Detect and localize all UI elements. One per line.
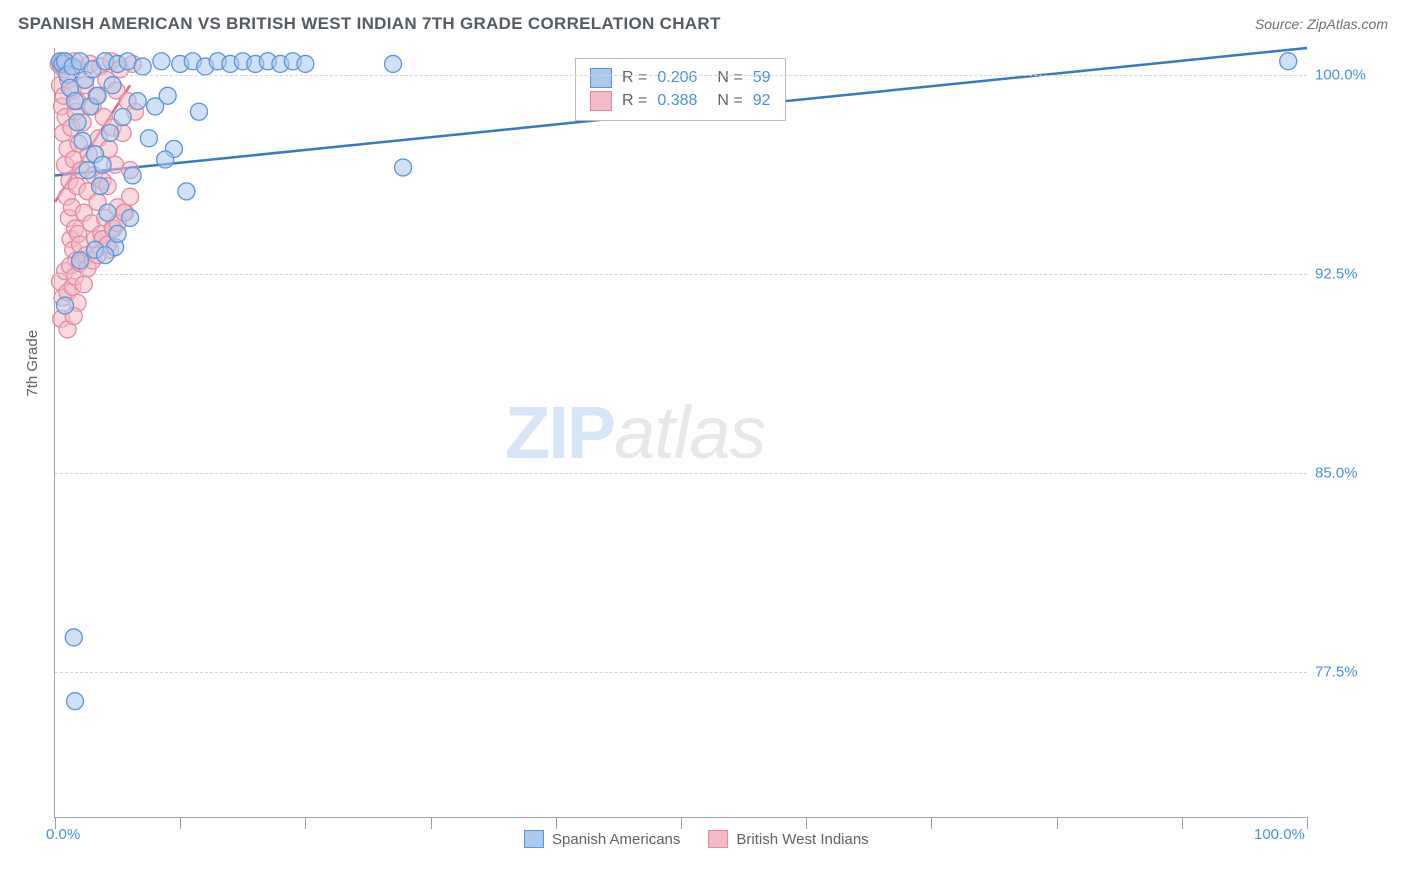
r-value-0: 0.206 bbox=[657, 69, 697, 87]
x-tick bbox=[180, 817, 181, 829]
scatter-point bbox=[159, 87, 176, 104]
chart-title: SPANISH AMERICAN VS BRITISH WEST INDIAN … bbox=[18, 14, 721, 34]
scatter-point bbox=[74, 132, 91, 149]
legend-swatch-1 bbox=[590, 91, 612, 111]
legend-swatch-bottom-1 bbox=[708, 830, 728, 848]
scatter-point bbox=[104, 77, 121, 94]
x-tick bbox=[931, 817, 932, 829]
scatter-point bbox=[122, 188, 139, 205]
scatter-point bbox=[297, 55, 314, 72]
scatter-point bbox=[178, 183, 195, 200]
legend-item-1: British West Indians bbox=[708, 830, 868, 848]
x-tick-label: 100.0% bbox=[1254, 826, 1305, 843]
gridline-h bbox=[55, 672, 1307, 673]
scatter-point bbox=[1280, 53, 1297, 70]
y-tick-label: 92.5% bbox=[1315, 265, 1358, 282]
scatter-point bbox=[385, 55, 402, 72]
scatter-point bbox=[65, 629, 82, 646]
correlation-row-1: R = 0.388 N = 92 bbox=[590, 91, 771, 111]
y-tick-label: 100.0% bbox=[1315, 66, 1366, 83]
n-label: N = bbox=[717, 69, 742, 87]
plot-wrapper: ZIPatlas R = 0.206 N = 59 R = 0.388 N = … bbox=[54, 48, 1384, 818]
series-legend: Spanish Americans British West Indians bbox=[524, 830, 869, 848]
x-tick bbox=[681, 817, 682, 829]
chart-header: SPANISH AMERICAN VS BRITISH WEST INDIAN … bbox=[18, 14, 1388, 34]
scatter-point bbox=[190, 103, 207, 120]
x-tick bbox=[1182, 817, 1183, 829]
legend-label-0: Spanish Americans bbox=[552, 831, 680, 848]
gridline-h bbox=[55, 473, 1307, 474]
y-tick-label: 77.5% bbox=[1315, 663, 1358, 680]
gridline-h bbox=[55, 274, 1307, 275]
scatter-point bbox=[72, 252, 89, 269]
scatter-point bbox=[75, 276, 92, 293]
n-value-1: 92 bbox=[753, 92, 771, 110]
n-value-0: 59 bbox=[753, 69, 771, 87]
correlation-row-0: R = 0.206 N = 59 bbox=[590, 68, 771, 88]
scatter-point bbox=[124, 167, 141, 184]
scatter-point bbox=[129, 93, 146, 110]
scatter-point bbox=[94, 156, 111, 173]
scatter-point bbox=[92, 178, 109, 195]
scatter-point bbox=[395, 159, 412, 176]
scatter-point bbox=[134, 58, 151, 75]
x-tick-label: 0.0% bbox=[46, 826, 80, 843]
scatter-point bbox=[67, 693, 84, 710]
scatter-point bbox=[157, 151, 174, 168]
chart-svg bbox=[55, 48, 1307, 818]
scatter-point bbox=[97, 247, 114, 264]
x-tick bbox=[1057, 817, 1058, 829]
scatter-point bbox=[109, 225, 126, 242]
r-label: R = bbox=[622, 69, 647, 87]
x-tick bbox=[556, 817, 557, 829]
scatter-point bbox=[122, 209, 139, 226]
legend-label-1: British West Indians bbox=[736, 831, 868, 848]
plot-area: ZIPatlas R = 0.206 N = 59 R = 0.388 N = … bbox=[54, 48, 1306, 818]
x-tick bbox=[431, 817, 432, 829]
scatter-point bbox=[153, 53, 170, 70]
x-tick bbox=[305, 817, 306, 829]
scatter-point bbox=[102, 124, 119, 141]
r-value-1: 0.388 bbox=[657, 92, 697, 110]
x-tick bbox=[1307, 817, 1308, 829]
gridline-h bbox=[55, 75, 1307, 76]
y-axis-title: 7th Grade bbox=[24, 330, 41, 397]
scatter-point bbox=[69, 114, 86, 131]
n-label: N = bbox=[717, 92, 742, 110]
scatter-point bbox=[57, 297, 74, 314]
correlation-legend: R = 0.206 N = 59 R = 0.388 N = 92 bbox=[575, 58, 786, 121]
y-tick-label: 85.0% bbox=[1315, 464, 1358, 481]
r-label: R = bbox=[622, 92, 647, 110]
scatter-point bbox=[114, 109, 131, 126]
scatter-point bbox=[89, 87, 106, 104]
scatter-point bbox=[140, 130, 157, 147]
legend-swatch-0 bbox=[590, 68, 612, 88]
scatter-point bbox=[99, 204, 116, 221]
legend-swatch-bottom-0 bbox=[524, 830, 544, 848]
legend-item-0: Spanish Americans bbox=[524, 830, 680, 848]
x-tick bbox=[806, 817, 807, 829]
chart-source: Source: ZipAtlas.com bbox=[1255, 16, 1388, 32]
